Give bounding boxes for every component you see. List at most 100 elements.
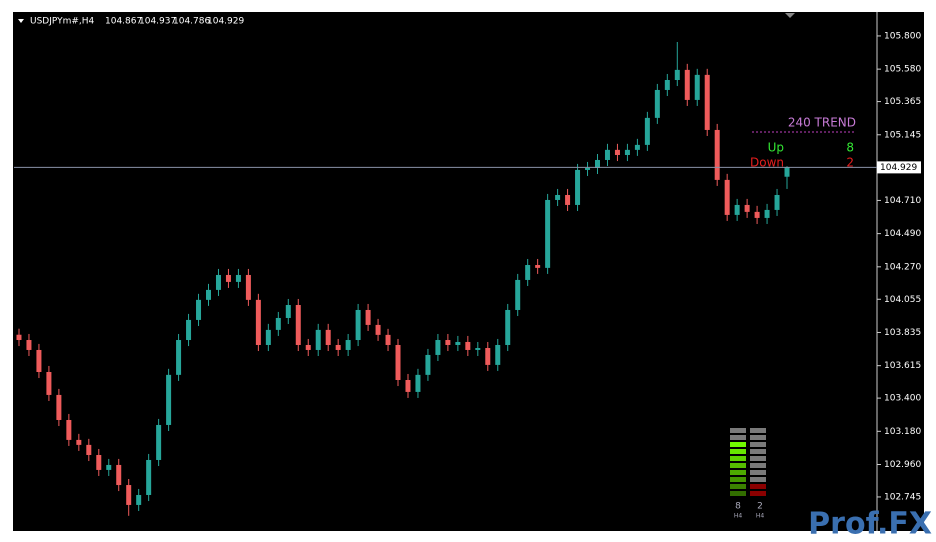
candle-body [684,69,690,100]
trend-down-value: 2 [846,156,854,170]
candle-body [405,380,411,392]
candle-body [694,74,700,100]
candle-body [315,329,321,350]
candle-body [136,494,142,505]
candle-body [26,340,32,350]
candle-body [445,340,451,345]
candle-body [86,444,92,456]
y-tick-label: 105.800 [884,31,921,41]
candle-body [335,344,341,350]
meter-down-segment [750,470,766,475]
candle-body [225,274,231,282]
candle-body [265,329,271,345]
candle-body [565,194,571,205]
candle-body [475,348,481,350]
y-tick-label: 102.745 [884,492,921,502]
meter-up-segment [730,491,746,496]
candle-body [305,344,311,350]
candle-body [774,194,780,210]
candle-body [704,74,710,130]
meter-down-segment [750,442,766,447]
y-tick-label: 105.580 [884,65,921,75]
meter-down-segment [750,491,766,496]
candle-body [166,374,172,425]
y-tick-label: 104.055 [884,295,921,305]
candle-body [76,439,82,445]
y-tick-label: 104.710 [884,196,921,206]
candle-body [365,309,371,325]
candle-body [355,309,361,341]
candle-body [176,340,182,375]
meter-down-segment [750,428,766,433]
y-tick-label: 103.835 [884,328,921,338]
trend-title: 240 TREND [788,116,856,130]
candle-body [614,149,620,156]
candle-body [275,317,281,330]
y-tick-label: 104.270 [884,262,921,272]
y-tick-label: 103.180 [884,427,921,437]
candle-body [654,89,660,118]
candle-body [664,80,670,90]
candle-body [235,274,241,282]
candle-body [395,344,401,381]
watermark: Prof.FX [808,507,932,542]
candle-body [754,211,760,218]
candle-body [495,344,501,365]
candle-body [604,149,610,160]
meter-down-segment [750,435,766,440]
candle-body [325,329,331,345]
ohlc-high: 104.937 [139,17,176,27]
current-price-label: 104.929 [880,163,917,173]
candle-body [435,340,441,355]
meter-down-segment [750,449,766,454]
meter-down-segment [750,477,766,482]
meter-up-segment [730,456,746,461]
candle-body [215,274,221,290]
meter-up-segment [730,463,746,468]
candle-body [644,117,650,145]
candle-body [714,129,720,180]
meter-down-segment [750,484,766,489]
candle-body [345,340,351,350]
candle-body [505,309,511,345]
trend-up-value: 8 [846,141,854,155]
meter-up-segment [730,477,746,482]
candle-body [674,69,680,81]
candle-body [16,334,22,341]
candle-body [36,349,42,373]
ohlc-low: 104.786 [173,17,210,27]
meter-down-segment [750,463,766,468]
meter-up-segment [730,449,746,454]
candle-body [106,464,112,470]
candle-body [634,144,640,150]
meter-up-segment [730,442,746,447]
meter-up-segment [730,470,746,475]
candle-body [465,341,471,350]
y-tick-label: 102.960 [884,460,921,470]
meter-up-count: 8 [735,502,741,512]
meter-up-segment [730,484,746,489]
candle-body [515,279,521,310]
candle-body [485,348,491,365]
current-price-box [877,161,921,174]
ohlc-close: 104.929 [207,17,244,27]
candle-body [196,299,202,320]
y-tick-label: 105.365 [884,97,921,107]
y-tick-label: 103.615 [884,361,921,371]
candle-body [525,265,531,280]
candle-body [535,265,541,268]
candle-body [624,149,630,156]
meter-down-count: 2 [757,502,763,512]
candle-body [375,324,381,335]
menu-triangle[interactable] [18,19,24,23]
candle-body [734,204,740,215]
trend-down-label: Down [750,156,784,170]
candle-body [206,289,211,300]
candle-body [156,424,162,460]
symbol-label: USDJPYm#,H4 [30,17,95,27]
candle-body [585,167,591,170]
candle-body [126,485,132,505]
candle-body [285,305,291,318]
